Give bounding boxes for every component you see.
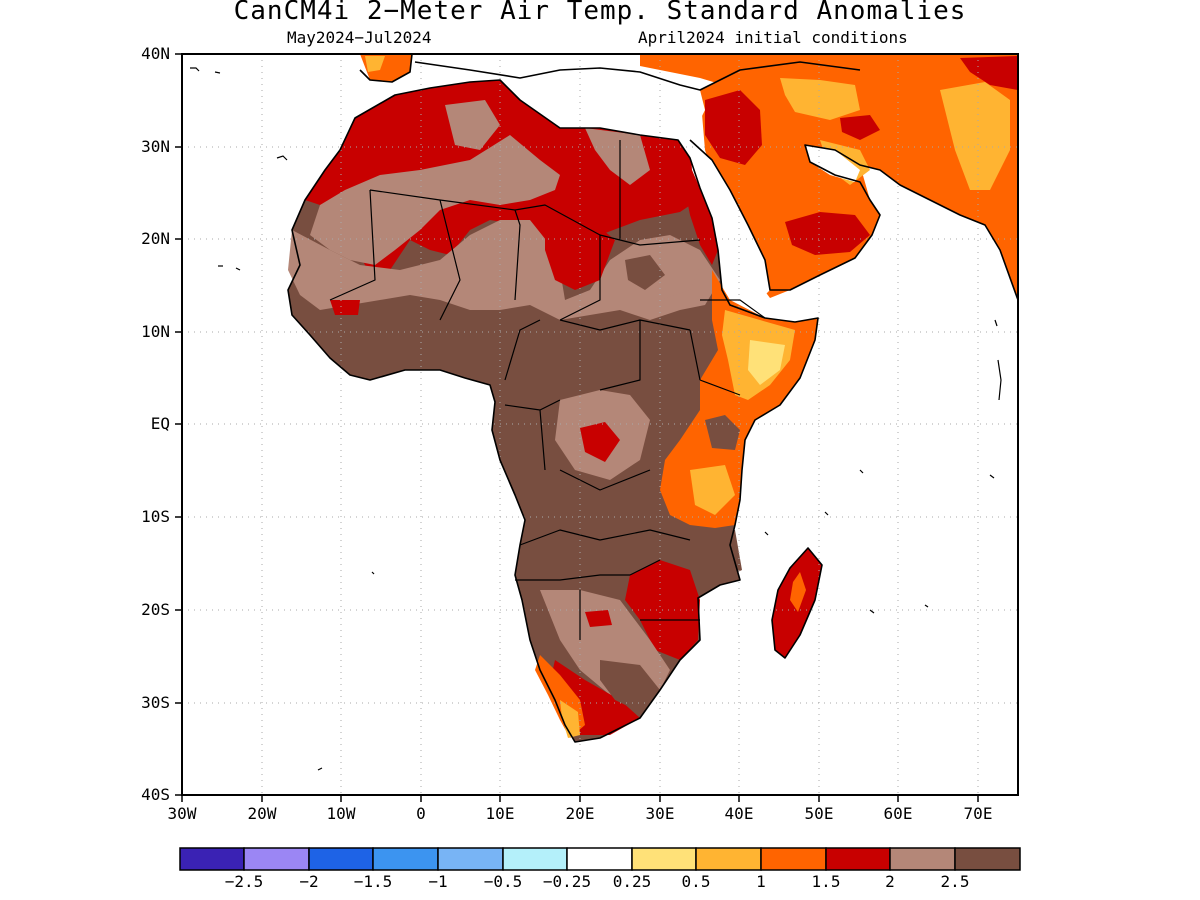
mozambique-dark	[700, 530, 742, 580]
legend-swatch	[372, 847, 439, 871]
lon-label-10w: 10W	[326, 804, 356, 823]
legend-swatch	[760, 847, 827, 871]
lat-label-20n: 20N	[141, 229, 170, 248]
south-coast-yellow	[560, 700, 580, 738]
arabia-red-c	[840, 115, 880, 140]
lat-label-30n: 30N	[141, 137, 170, 156]
arabia-red-d	[960, 56, 1018, 90]
lake-region-dark	[705, 415, 740, 450]
legend-label: 2	[885, 872, 895, 891]
red-sea-strip	[684, 160, 718, 265]
mediterranean-north-fringe	[640, 54, 1018, 84]
lat-label-20s: 20S	[141, 600, 170, 619]
west-africa-red	[330, 300, 360, 315]
europe-coastline	[414, 61, 861, 91]
legend-label: −0.5	[483, 872, 523, 891]
legend-swatch	[695, 847, 762, 871]
iberia-coastline	[359, 54, 413, 83]
legend-label: −2	[299, 872, 319, 891]
arabia-light-b	[940, 82, 1010, 190]
map-field-layer	[288, 54, 1018, 742]
map-title: CanCM4i 2−Meter Air Temp. Standard Anoma…	[233, 0, 967, 26]
legend-label: 1	[756, 872, 766, 891]
africa-coastline	[287, 79, 819, 743]
legend-swatch	[437, 847, 504, 871]
color-legend	[179, 847, 1021, 871]
lat-label-eq: EQ	[150, 414, 170, 433]
lon-label-10e: 10E	[485, 804, 515, 823]
legend-label: −1	[428, 872, 448, 891]
lat-label-40n: 40N	[141, 44, 170, 63]
lon-label-30e: 30E	[645, 804, 675, 823]
country-borders	[329, 140, 766, 640]
east-africa-yellow	[748, 340, 785, 385]
arabia-light-a	[780, 78, 860, 120]
lat-label-10s: 10S	[141, 507, 170, 526]
legend-label: −2.5	[224, 872, 264, 891]
islands	[190, 67, 1002, 771]
legend-label: −0.25	[542, 872, 592, 891]
lon-label-40e: 40E	[724, 804, 754, 823]
legend-swatch	[631, 847, 697, 871]
sahara-tan-east	[585, 128, 650, 185]
initial-conditions: April2024 initial conditions	[638, 28, 908, 47]
lon-label-30w: 30W	[167, 804, 197, 823]
lon-label-70e: 70E	[963, 804, 993, 823]
persian-gulf-water	[805, 145, 860, 182]
legend-label: 1.5	[811, 872, 841, 891]
arabia-red-a	[705, 90, 762, 165]
central-red	[580, 422, 620, 462]
highveld-dark	[600, 660, 660, 712]
sahel-tan-band	[288, 220, 720, 320]
coastline-layer	[287, 54, 1018, 743]
arabia-red-b	[785, 212, 870, 255]
legend-swatch	[308, 847, 374, 871]
legend-swatch	[889, 847, 956, 871]
lat-label-30s: 30S	[141, 693, 170, 712]
legend-swatch	[179, 847, 245, 871]
tanzania-orange	[690, 465, 735, 515]
nile-dark	[625, 255, 665, 290]
forecast-period: May2024−Jul2024	[287, 28, 432, 47]
legend-swatch	[243, 847, 310, 871]
lon-label-20e: 20E	[565, 804, 595, 823]
madagascar-coastline	[771, 547, 823, 659]
iberia-core	[365, 56, 385, 72]
arabia-coastline	[689, 139, 1018, 301]
lat-label-10n: 10N	[141, 322, 170, 341]
lon-label-50e: 50E	[804, 804, 834, 823]
lon-label-0: 0	[416, 804, 426, 823]
axis-ticks	[175, 53, 979, 802]
lon-label-60e: 60E	[883, 804, 913, 823]
graticule	[182, 54, 1018, 795]
mediterranean-water	[410, 62, 705, 140]
legend-label: 2.5	[940, 872, 970, 891]
lon-label-20w: 20W	[247, 804, 277, 823]
kalahari-red	[585, 610, 612, 627]
madagascar-core	[790, 572, 806, 612]
legend-swatch	[825, 847, 891, 871]
red-sea-water	[690, 140, 770, 300]
legend-swatch	[502, 847, 568, 871]
legend-swatch	[566, 847, 633, 871]
sahara-tan-center	[445, 100, 500, 150]
sudan-red-wedge	[545, 210, 615, 290]
legend-swatch	[954, 847, 1021, 871]
legend-label: 0.5	[681, 872, 711, 891]
legend-label: 0.25	[612, 872, 652, 891]
legend-label: −1.5	[353, 872, 393, 891]
lat-label-40s: 40S	[141, 785, 170, 804]
